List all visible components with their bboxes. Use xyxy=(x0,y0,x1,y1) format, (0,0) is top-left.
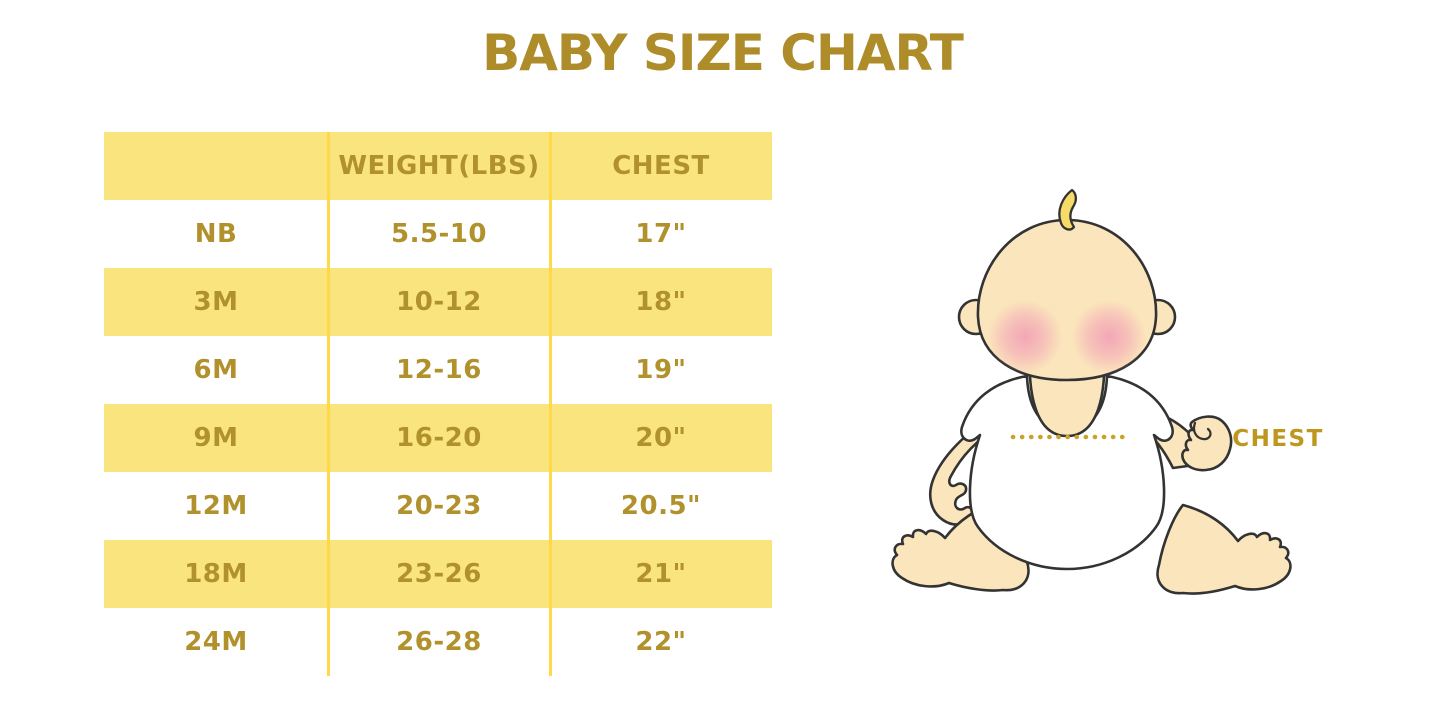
page-title: BABY SIZE CHART xyxy=(482,24,964,82)
weight-cell: 23-26 xyxy=(396,559,482,589)
baby-svg: CHEST xyxy=(891,188,1324,595)
weight-cell: 20-23 xyxy=(396,491,482,521)
header-chest: CHEST xyxy=(612,151,710,181)
size-table: WEIGHT(LBS) CHEST NB 5.5-10 17" 3M 10-12… xyxy=(104,132,772,676)
chest-cell: 21" xyxy=(635,559,687,589)
table-row: 24M 26-28 22" xyxy=(104,608,772,676)
baby-cheek-left xyxy=(988,300,1062,374)
weight-cell: 10-12 xyxy=(396,287,482,317)
weight-cell: 26-28 xyxy=(396,627,482,657)
column-divider xyxy=(548,132,552,676)
chest-cell: 20" xyxy=(635,423,687,453)
size-cell: 24M xyxy=(184,627,248,657)
header-weight: WEIGHT(LBS) xyxy=(338,151,540,181)
baby-fist-thumb-line xyxy=(1192,421,1212,441)
size-cell: 12M xyxy=(184,491,248,521)
column-divider xyxy=(326,132,330,676)
baby-illustration: CHEST xyxy=(875,180,1345,620)
chest-cell: 17" xyxy=(635,219,687,249)
chest-cell: 22" xyxy=(635,627,687,657)
chest-cell: 20.5" xyxy=(620,491,702,521)
size-cell: NB xyxy=(194,219,238,249)
table-row: 9M 16-20 20" xyxy=(104,404,772,472)
weight-cell: 12-16 xyxy=(396,355,482,385)
size-cell: 18M xyxy=(184,559,248,589)
weight-cell: 16-20 xyxy=(396,423,482,453)
table-row: 6M 12-16 19" xyxy=(104,336,772,404)
size-cell: 3M xyxy=(193,287,239,317)
baby-hair-curl xyxy=(1058,188,1078,231)
header-size xyxy=(104,132,328,200)
baby-body-onesie xyxy=(960,374,1174,571)
baby-right-leg xyxy=(1156,503,1292,595)
table-row: NB 5.5-10 17" xyxy=(104,200,772,268)
table-header-row: WEIGHT(LBS) CHEST xyxy=(104,132,772,200)
baby-fist xyxy=(1181,415,1233,472)
weight-cell: 5.5-10 xyxy=(390,219,488,249)
chest-cell: 18" xyxy=(635,287,687,317)
chest-cell: 19" xyxy=(635,355,687,385)
size-cell: 6M xyxy=(193,355,239,385)
baby-left-arm xyxy=(929,416,999,526)
baby-cheek-right xyxy=(1072,300,1146,374)
table-row: 18M 23-26 21" xyxy=(104,540,772,608)
size-cell: 9M xyxy=(193,423,239,453)
table-row: 3M 10-12 18" xyxy=(104,268,772,336)
chest-label: CHEST xyxy=(1232,426,1324,452)
table-row: 12M 20-23 20.5" xyxy=(104,472,772,540)
